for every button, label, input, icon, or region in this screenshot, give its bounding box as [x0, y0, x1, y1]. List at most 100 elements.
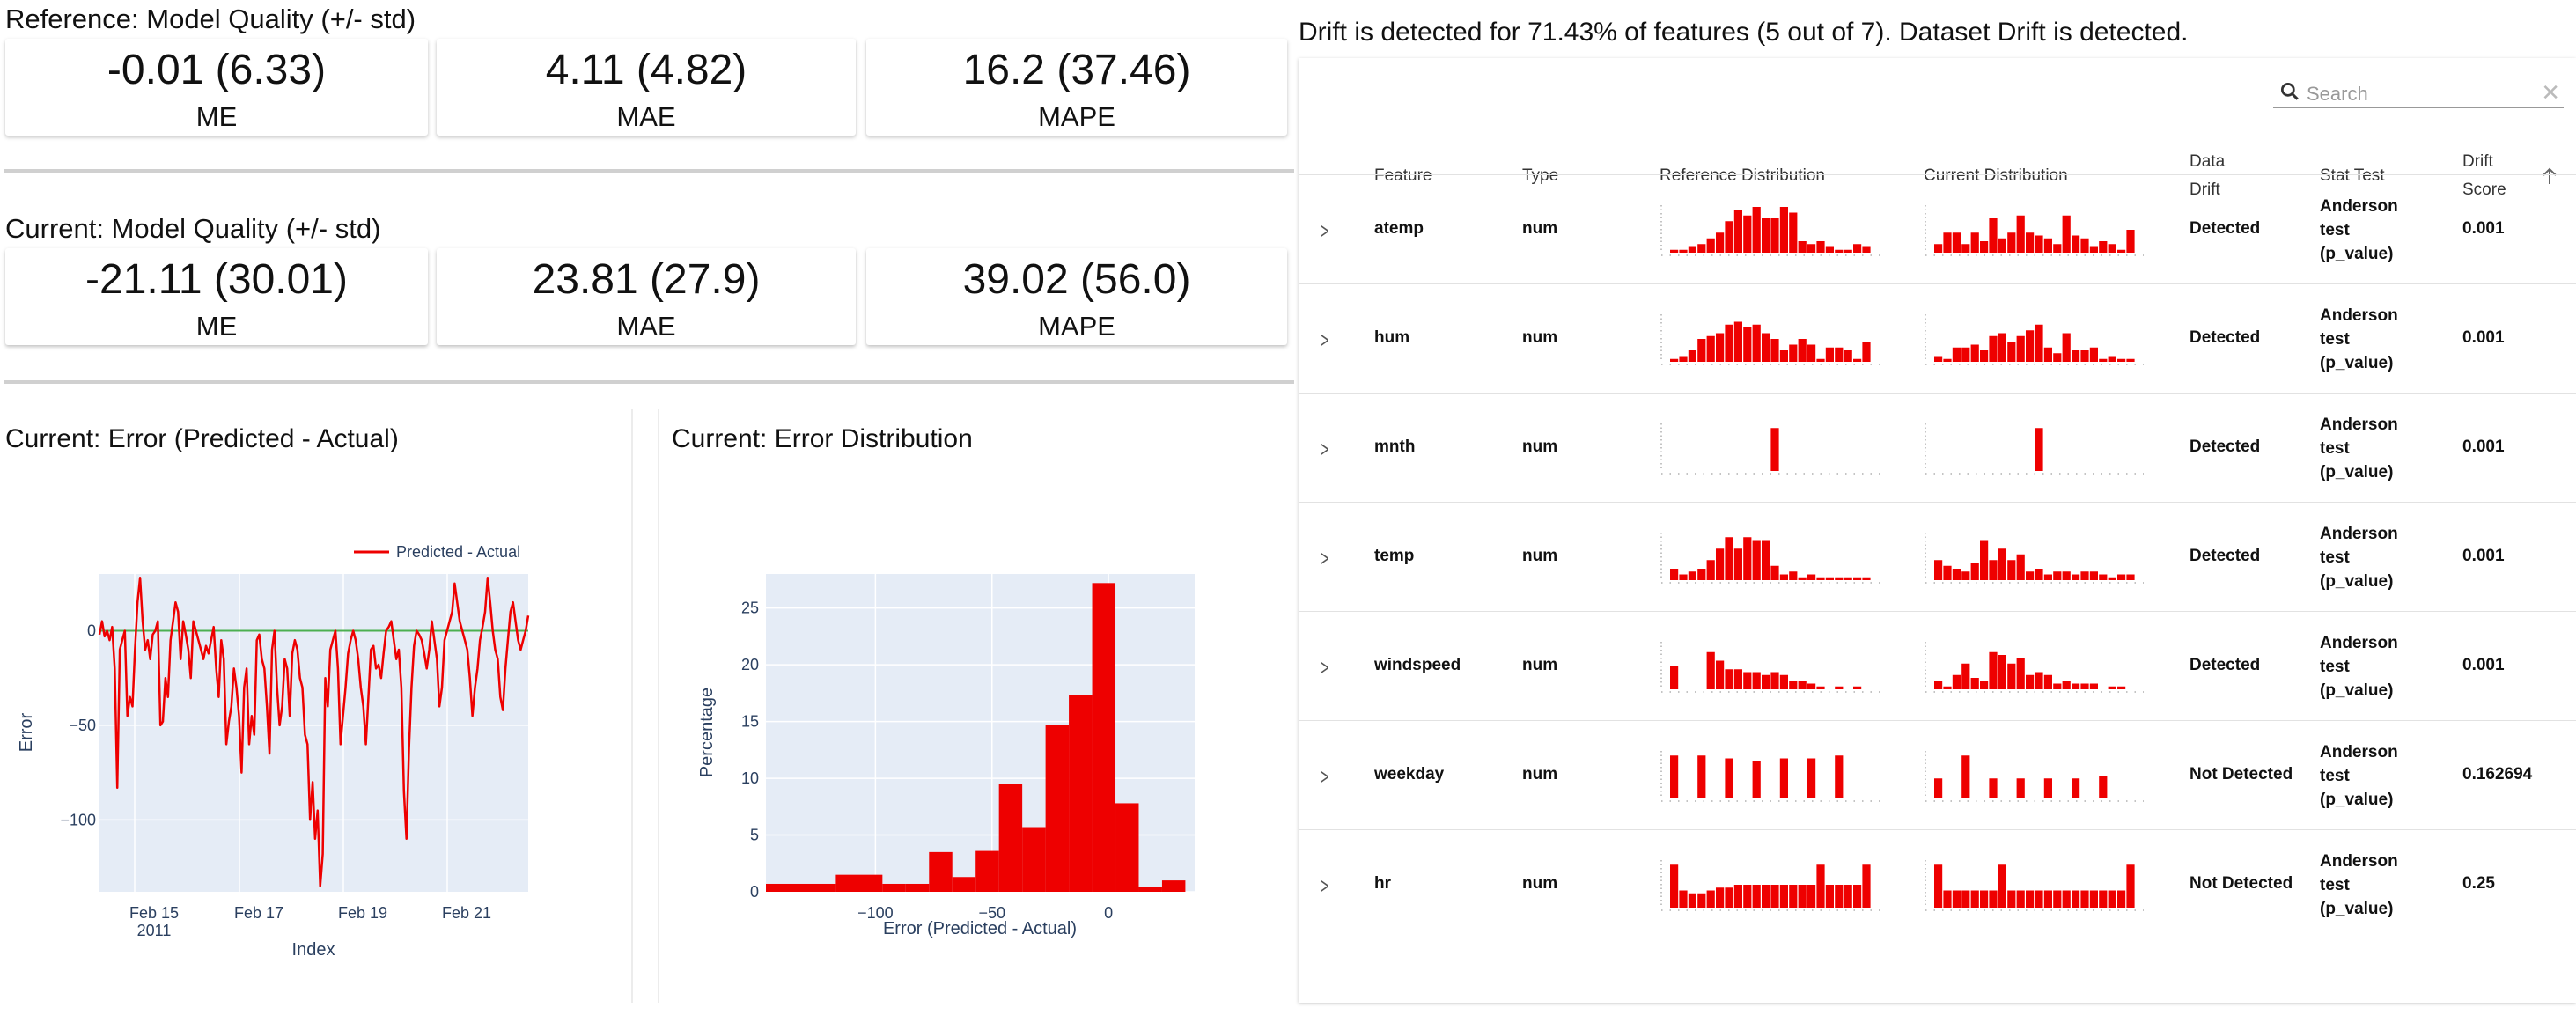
feature-name: weekday: [1374, 765, 1445, 784]
feature-type: num: [1522, 656, 1558, 674]
data-drift-section: Drift is detected for 71.43% of features…: [1296, 0, 2576, 1003]
distribution-bar: [1998, 864, 2006, 908]
feature-name: mnth: [1374, 438, 1416, 456]
distribution-bar: [1853, 244, 1862, 253]
distribution-bar: [1862, 342, 1871, 362]
feature-name: hr: [1374, 874, 1391, 893]
drift-score: 0.001: [2462, 438, 2505, 456]
distribution-bar: [2072, 235, 2080, 253]
distribution-bar: [1670, 864, 1679, 908]
histogram-bar: [929, 851, 953, 892]
distribution-bar: [1770, 885, 1779, 908]
header-reference-distribution[interactable]: Reference Distribution: [1660, 166, 1825, 185]
header-drift-score[interactable]: Drift Score: [2462, 148, 2506, 204]
distribution-bar: [2089, 246, 2098, 253]
drift-status: Detected: [2190, 219, 2261, 238]
distribution-bar: [2117, 890, 2126, 908]
distribution-bar: [2089, 571, 2098, 580]
distribution-bar: [1943, 686, 1952, 689]
header-stat-test[interactable]: Stat Test: [2320, 166, 2385, 185]
header-data-drift-line2: Drift: [2190, 180, 2220, 199]
x-tick-label: 2011: [137, 922, 172, 939]
distribution-bar: [2026, 330, 2035, 362]
distribution-bar: [2108, 244, 2116, 253]
distribution-bar: [1853, 686, 1862, 689]
header-drift-score-line2: Score: [2462, 180, 2506, 199]
y-tick-label: −100: [60, 811, 96, 828]
distribution-bar: [1752, 672, 1761, 689]
y-tick-label: 0: [750, 883, 759, 901]
expand-row-chevron-icon[interactable]: >: [1321, 327, 1329, 353]
distribution-bar: [1743, 327, 1752, 362]
distribution-bar: [1697, 569, 1706, 580]
distribution-bar: [1998, 333, 2006, 362]
distribution-bar: [1807, 344, 1816, 362]
search-box[interactable]: Search ✕: [2273, 77, 2564, 108]
feature-type: num: [1522, 874, 1558, 893]
distribution-bar: [2035, 428, 2043, 471]
distribution-bar: [1934, 244, 1943, 253]
distribution-bar: [1789, 344, 1798, 362]
distribution-bar: [1825, 885, 1834, 908]
header-feature[interactable]: Feature: [1374, 166, 1432, 185]
distribution-bar: [1762, 674, 1770, 689]
drift-table-row: > mnth num Detected Anderson test (p_value) 0.0…: [1299, 393, 2576, 503]
distribution-bar: [1716, 232, 1725, 253]
distribution-bar: [1835, 347, 1844, 362]
expand-row-chevron-icon[interactable]: >: [1321, 217, 1329, 244]
expand-row-chevron-icon[interactable]: >: [1321, 545, 1329, 571]
expand-row-chevron-icon[interactable]: >: [1321, 436, 1329, 462]
drift-status: Detected: [2190, 328, 2261, 347]
drift-status: Detected: [2190, 438, 2261, 456]
distribution-bar: [1961, 890, 1970, 908]
distribution-bar: [1743, 537, 1752, 580]
stat-test-line: Anderson: [2320, 852, 2398, 871]
distribution-bar: [2007, 342, 2016, 362]
header-current-distribution[interactable]: Current Distribution: [1924, 166, 2068, 185]
histogram-bar: [975, 850, 999, 892]
distribution-bar: [2080, 350, 2089, 362]
x-axis-title: Index: [292, 940, 335, 960]
distribution-bar: [2089, 347, 2098, 362]
feature-type: num: [1522, 219, 1558, 238]
clear-search-icon[interactable]: ✕: [2541, 79, 2560, 106]
sort-ascending-icon[interactable]: [2540, 166, 2559, 187]
distribution-bar: [1980, 681, 1989, 689]
distribution-bar: [2072, 574, 2080, 580]
drift-table-row: > atemp num Detected Anderson test (p_value) 0.…: [1299, 174, 2576, 284]
distribution-bar: [1825, 246, 1834, 253]
distribution-bar: [2108, 356, 2116, 362]
distribution-bar: [1752, 207, 1761, 253]
histogram-bar: [835, 874, 883, 892]
distribution-bar: [1779, 574, 1788, 580]
distribution-bar: [1952, 347, 1961, 362]
header-data-drift[interactable]: Data Drift: [2190, 148, 2225, 204]
distribution-bar: [1706, 335, 1715, 362]
stat-test: Anderson test (p_value): [2320, 195, 2408, 266]
distribution-bar: [2117, 686, 2126, 689]
reference-me-card: -0.01 (6.33) ME: [5, 39, 428, 136]
histogram-bar: [1022, 827, 1046, 892]
distribution-bar: [1835, 577, 1844, 580]
distribution-bar: [2026, 890, 2035, 908]
distribution-bar: [2072, 350, 2080, 362]
stat-test-line: (p_value): [2320, 900, 2394, 918]
distribution-bar: [2126, 358, 2135, 362]
distribution-bar: [1835, 885, 1844, 908]
stat-test-line: (p_value): [2320, 354, 2394, 372]
search-input[interactable]: Search: [2307, 83, 2368, 105]
header-type[interactable]: Type: [1522, 166, 1559, 185]
distribution-bar: [1779, 885, 1788, 908]
distribution-bar: [1789, 571, 1798, 580]
distribution-bar: [1816, 686, 1825, 689]
reference-distribution-sparkline: [1660, 533, 1880, 584]
expand-row-chevron-icon[interactable]: >: [1321, 654, 1329, 681]
y-tick-label: 25: [741, 600, 759, 617]
expand-row-chevron-icon[interactable]: >: [1321, 872, 1329, 899]
distribution-bar: [1697, 339, 1706, 362]
distribution-bar: [1853, 885, 1862, 908]
regression-quality-section: Reference: Model Quality (+/- std) -0.01…: [0, 0, 1296, 1003]
stat-test-line: Anderson: [2320, 416, 2398, 434]
expand-row-chevron-icon[interactable]: >: [1321, 763, 1329, 790]
y-tick-label: 0: [87, 622, 96, 639]
